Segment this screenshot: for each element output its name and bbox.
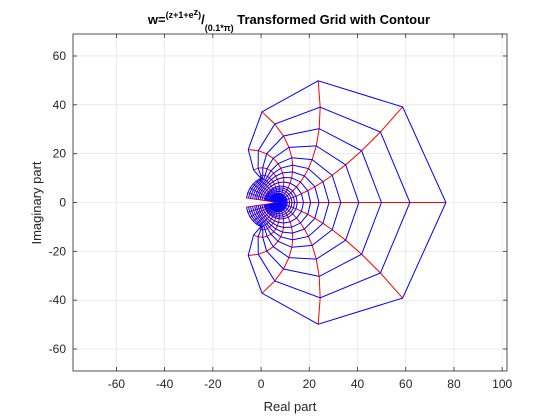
y-tick-label-6: 60 [53,49,67,63]
x-tick-label-0: -60 [108,377,126,391]
x-tick-label-7: 80 [447,377,461,391]
title-prefix: w= [147,12,166,27]
y-tick-label-2: -20 [49,244,67,258]
title-denominator: (0.1*π) [205,23,234,33]
x-axis-label: Real part [264,399,317,414]
x-tick-label-8: 100 [492,377,512,391]
title-suffix: Transformed Grid with Contour [234,12,430,27]
x-tick-label-2: -20 [204,377,222,391]
x-tick-label-3: 0 [258,377,265,391]
y-tick-label-5: 40 [53,98,67,112]
y-tick-label-3: 0 [59,196,66,210]
x-tick-label-1: -40 [156,377,174,391]
x-tick-label-6: 60 [399,377,413,391]
y-tick-label-1: -40 [49,293,67,307]
y-axis-label: Imaginary part [29,161,44,244]
title-numerator: (z+1+e [166,10,194,20]
y-tick-label-4: 20 [53,147,67,161]
x-tick-label-4: 20 [303,377,317,391]
x-tick-label-5: 40 [351,377,365,391]
y-tick-label-0: -60 [49,342,67,356]
